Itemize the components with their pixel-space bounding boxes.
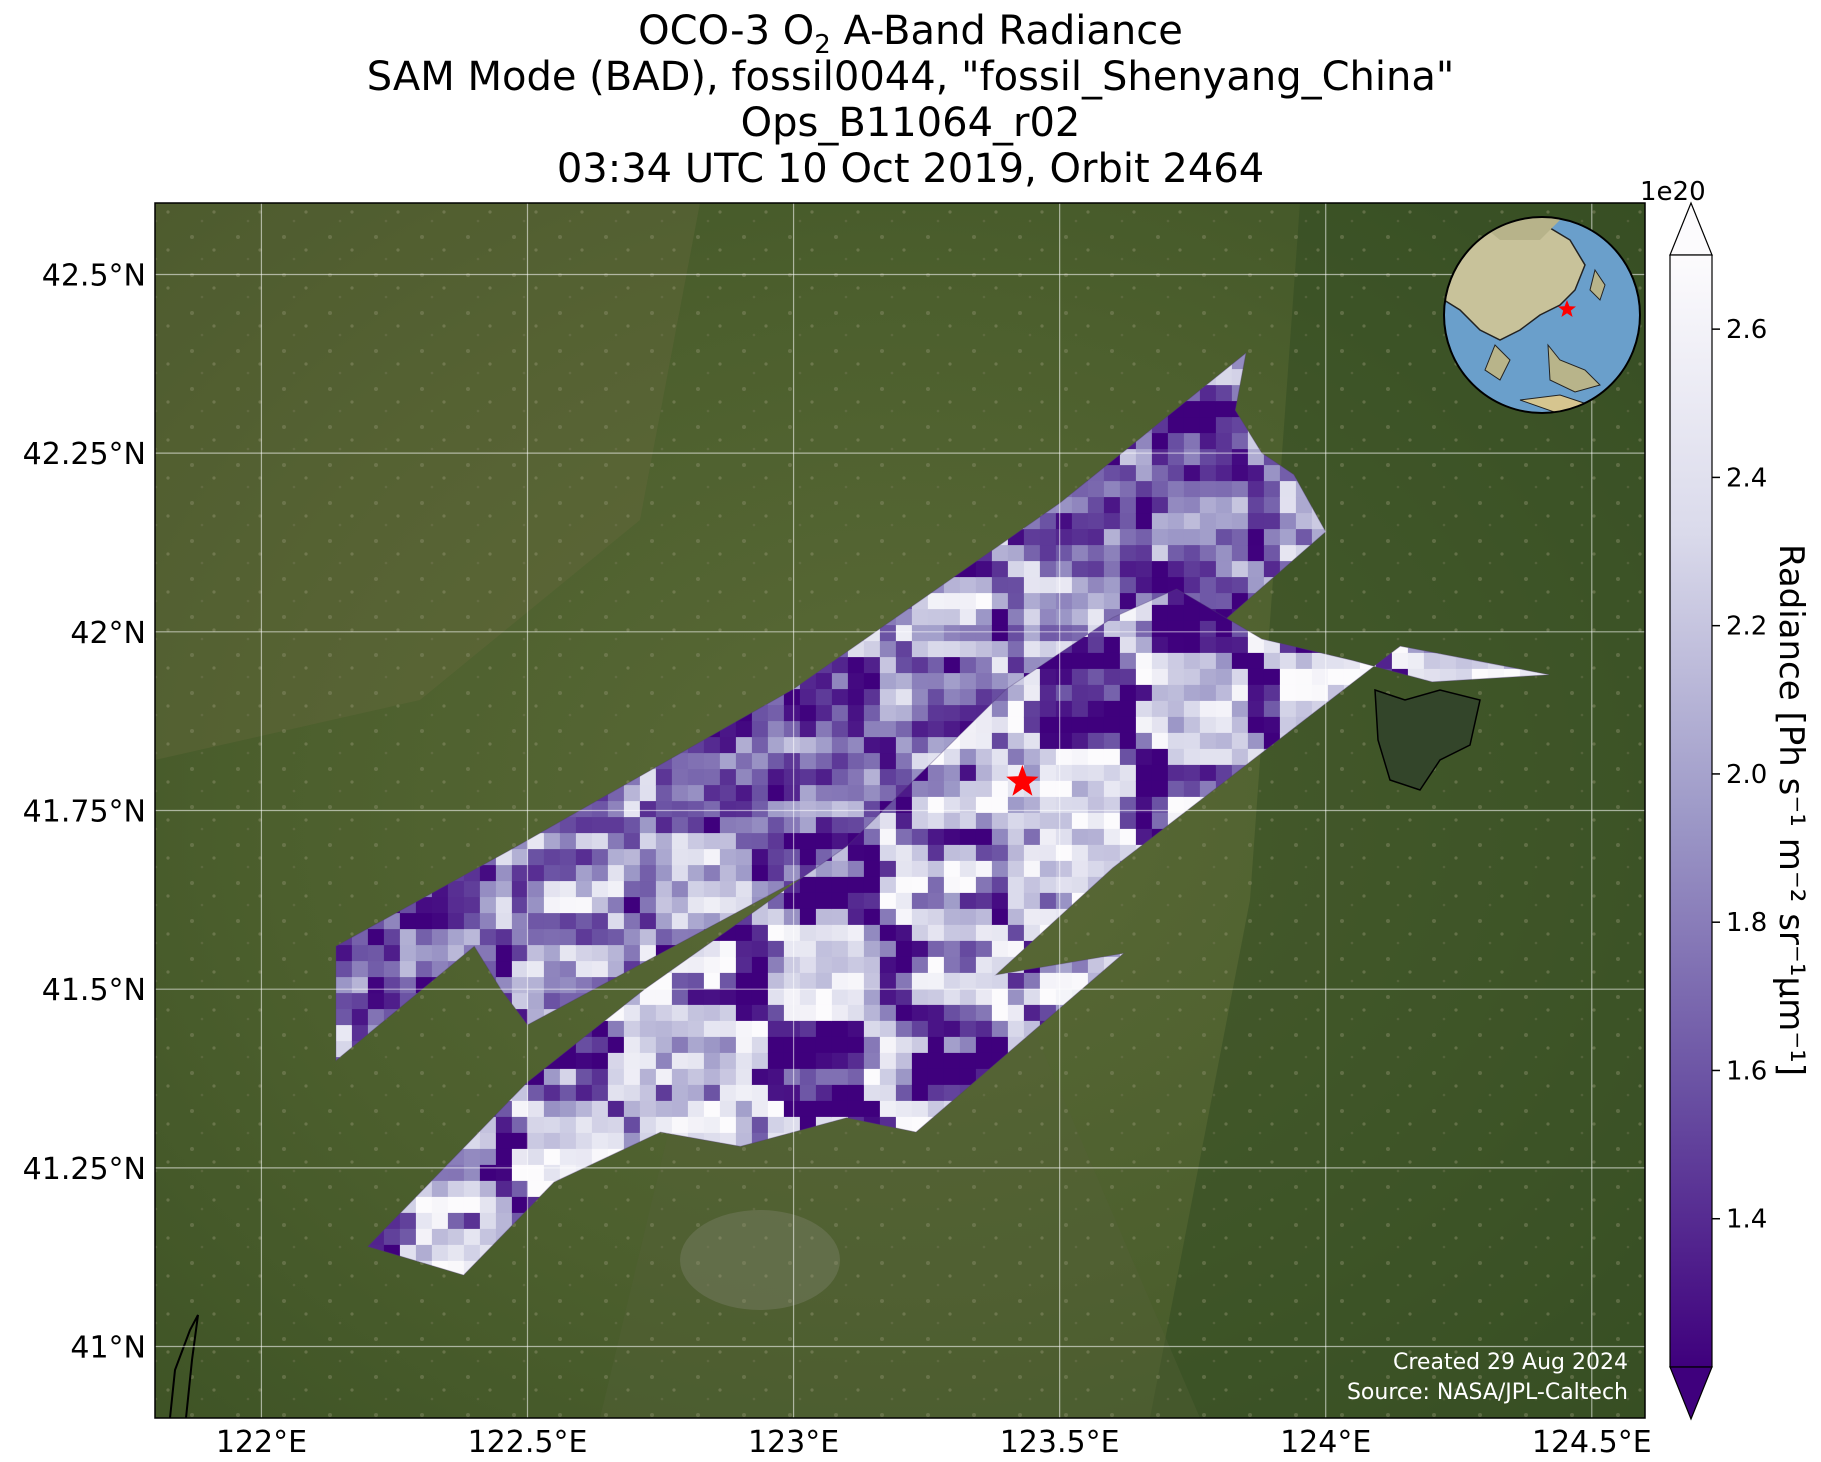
colorbar-extend-min: [1669, 1366, 1713, 1421]
lon-tick-label: 123°E: [748, 1425, 839, 1460]
colorbar-ticks: 1.4 1.6 1.8 2.0 2.2 2.4 2.6: [1712, 315, 1767, 1235]
colorbar-tick-label: 2.6: [1726, 315, 1767, 345]
lon-tick-label: 124°E: [1280, 1425, 1371, 1460]
map-frame: [154, 202, 1646, 1419]
colorbar-tick-label: 1.4: [1726, 1205, 1767, 1235]
latitude-tick-labels: 41°N 41.25°N 41.5°N 41.75°N 42°N 42.25°N 42.5°…: [23, 258, 146, 1365]
colorbar-label: Radiance [Ph s⁻¹ m⁻² sr⁻¹μm⁻¹]: [1771, 544, 1811, 1076]
title-line-2: SAM Mode (BAD), fossil0044, "fossil_Shen…: [366, 54, 1455, 100]
title-line-3: Ops_B11064_r02: [740, 100, 1081, 146]
lat-tick-label: 41.5°N: [42, 973, 146, 1008]
credit-created: Created 29 Aug 2024: [1393, 1350, 1628, 1375]
target-star-icon: [1006, 764, 1039, 796]
colorbar-tick-label: 2.0: [1726, 760, 1767, 790]
title-line-1: OCO-3 O2 A-Band Radiance: [0, 8, 1821, 68]
longitude-tick-labels: 122°E 122.5°E 123°E 123.5°E 124°E 124.5°E: [216, 1425, 1652, 1460]
lon-tick-label: 123.5°E: [1000, 1425, 1120, 1460]
lat-tick-label: 41.75°N: [23, 795, 146, 830]
lon-tick-label: 124.5°E: [1532, 1425, 1652, 1460]
colorbar-tick-label: 2.2: [1726, 612, 1767, 642]
credit-source: Source: NASA/JPL-Caltech: [1347, 1380, 1628, 1405]
colorbar-tick-label: 2.4: [1726, 463, 1767, 493]
title-suffix: A-Band Radiance: [830, 8, 1183, 54]
lat-tick-label: 42.25°N: [23, 437, 146, 472]
map-gridlines: [155, 203, 1645, 1418]
lon-tick-label: 122°E: [216, 1425, 307, 1460]
globe-marker-star-icon: [1558, 300, 1576, 317]
title-prefix: OCO-3 O: [638, 8, 815, 54]
globe-inset-icon: [1443, 216, 1641, 414]
lat-tick-label: 42.5°N: [42, 258, 146, 293]
lat-tick-label: 41°N: [70, 1331, 146, 1366]
lat-tick-label: 42°N: [70, 616, 146, 651]
lon-tick-label: 122.5°E: [468, 1425, 588, 1460]
colorbar-multiplier: 1e20: [1640, 177, 1706, 207]
title-line-4: 03:34 UTC 10 Oct 2019, Orbit 2464: [556, 146, 1265, 192]
colorbar-gradient: [1669, 254, 1713, 1368]
title-subscript: 2: [814, 30, 831, 60]
reservoir-outline: [1374, 688, 1481, 791]
colorbar-tick-label: 1.8: [1726, 908, 1767, 938]
colorbar-extend-max: [1669, 201, 1713, 256]
colorbar-tick-label: 1.6: [1726, 1056, 1767, 1086]
colorbar: 1.4 1.6 1.8 2.0 2.2 2.4 2.6 1e20 Radiance [Ph …: [1640, 177, 1811, 1421]
lat-tick-label: 41.25°N: [23, 1152, 146, 1187]
